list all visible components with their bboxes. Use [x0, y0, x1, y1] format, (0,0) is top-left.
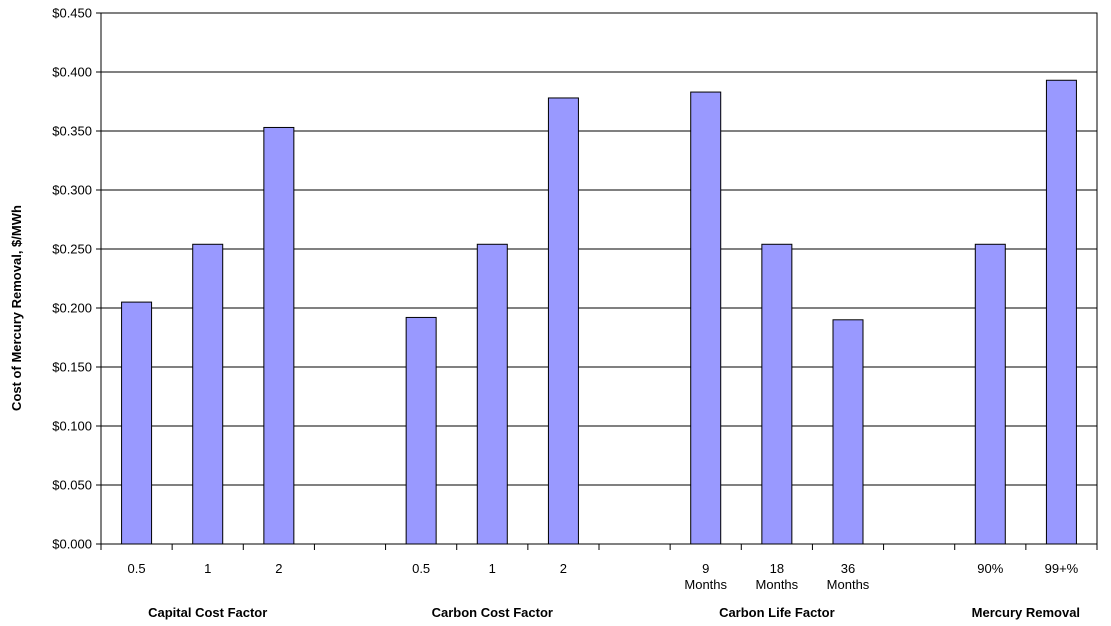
axes — [96, 12, 1098, 550]
bar — [263, 126, 295, 545]
bar — [832, 319, 864, 545]
category-group-labels: Capital Cost Factor Carbon Cost Factor Car… — [148, 605, 1080, 620]
x-tick-label: 36 — [841, 561, 855, 576]
x-tick-label: 90% — [977, 561, 1003, 576]
bars — [121, 79, 1077, 545]
y-tick-label: $0.350 — [52, 124, 92, 139]
bar — [405, 316, 437, 545]
x-tick-label: Months — [827, 577, 870, 592]
bar — [761, 243, 793, 545]
y-tick-label: $0.200 — [52, 301, 92, 316]
bar — [476, 243, 508, 545]
y-tick-label: $0.400 — [52, 65, 92, 80]
y-tick-label: $0.150 — [52, 360, 92, 375]
group-label: Capital Cost Factor — [148, 605, 267, 620]
bar — [690, 91, 722, 545]
group-label: Carbon Cost Factor — [432, 605, 553, 620]
x-tick-label: 18 — [770, 561, 784, 576]
group-label: Mercury Removal — [972, 605, 1080, 620]
x-tick-label: 0.5 — [412, 561, 430, 576]
y-tick-label: $0.100 — [52, 419, 92, 434]
bar — [974, 243, 1006, 545]
x-tick-label: Months — [684, 577, 727, 592]
y-tick-label: $0.300 — [52, 183, 92, 198]
x-tick-label: Months — [756, 577, 799, 592]
gridlines — [101, 71, 1097, 486]
plot-area-frame — [100, 12, 1098, 545]
y-tick-label: $0.450 — [52, 6, 92, 21]
bar — [192, 243, 224, 545]
x-tick-label: 2 — [560, 561, 567, 576]
y-tick-label: $0.000 — [52, 537, 92, 552]
y-axis-title: Cost of Mercury Removal, $/MWh — [9, 205, 24, 411]
y-axis-tick-labels: $0.000 $0.050 $0.100 $0.150 $0.200 $0.250 $0.3… — [52, 6, 92, 552]
bar — [121, 301, 153, 545]
y-tick-label: $0.050 — [52, 478, 92, 493]
bar — [1045, 79, 1077, 545]
x-tick-label: 99+% — [1045, 561, 1079, 576]
x-tick-label: 1 — [204, 561, 211, 576]
group-label: Carbon Life Factor — [719, 605, 835, 620]
y-tick-label: $0.250 — [52, 242, 92, 257]
x-tick-label: 0.5 — [128, 561, 146, 576]
x-tick-label: 9 — [702, 561, 709, 576]
x-tick-label: 2 — [275, 561, 282, 576]
x-tick-label: 1 — [489, 561, 496, 576]
bar — [547, 97, 579, 545]
